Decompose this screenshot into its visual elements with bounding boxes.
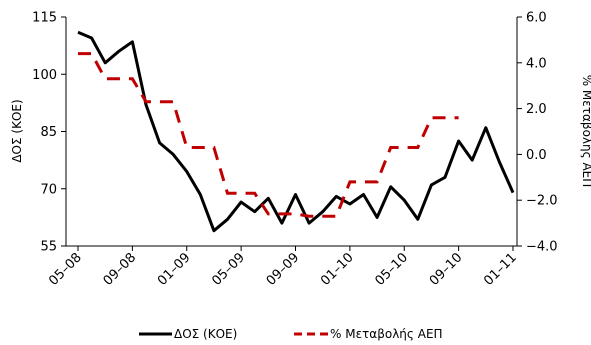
right-axis-label: % Μεταβολής ΑΕΠ bbox=[580, 75, 591, 188]
x-axis-ticks: 05–08 09–08 01–09 05–09 09–09 01–10 05–10 09–10… bbox=[46, 246, 520, 289]
series-layer bbox=[77, 30, 515, 233]
right-tick-label: −2.0 bbox=[526, 194, 558, 209]
left-tick-label: 85 bbox=[40, 125, 57, 140]
right-tick-label: 4.0 bbox=[526, 56, 547, 71]
left-axis-ticks: 55 70 85 100 115 bbox=[32, 11, 66, 255]
x-tick-label: 05–08 bbox=[46, 250, 85, 289]
x-tick-label: 01–10 bbox=[318, 250, 357, 289]
x-tick-label: 09–10 bbox=[427, 250, 466, 289]
x-tick-label: 05–10 bbox=[372, 250, 411, 289]
series-line-1 bbox=[77, 30, 515, 233]
series-line-2 bbox=[78, 52, 459, 218]
left-axis-label: ΔΟΣ (ΚΟΕ) bbox=[10, 99, 24, 162]
x-tick-label: 09–08 bbox=[101, 250, 140, 289]
right-axis-ticks: −4.0 −2.0 0.0 2.0 4.0 6.0 bbox=[517, 11, 558, 255]
legend-label-series-2: % Μεταβολής ΑΕΠ bbox=[330, 327, 443, 341]
x-tick-label: 01–11 bbox=[481, 250, 520, 289]
x-tick-label: 09–09 bbox=[264, 250, 303, 289]
legend-label-series-1: ΔΟΣ (ΚΟΕ) bbox=[174, 327, 237, 341]
x-tick-label: 01–09 bbox=[155, 250, 194, 289]
left-tick-label: 70 bbox=[40, 182, 57, 197]
legend: ΔΟΣ (ΚΟΕ) % Μεταβολής ΑΕΠ bbox=[139, 327, 443, 341]
right-tick-label: 0.0 bbox=[526, 148, 547, 163]
left-tick-label: 55 bbox=[40, 240, 57, 255]
x-tick-label: 05–09 bbox=[209, 250, 248, 289]
left-tick-label: 115 bbox=[32, 11, 57, 26]
right-tick-label: 2.0 bbox=[526, 102, 547, 117]
right-tick-label: −4.0 bbox=[526, 240, 558, 255]
right-tick-label: 6.0 bbox=[526, 11, 547, 26]
left-tick-label: 100 bbox=[32, 68, 57, 83]
